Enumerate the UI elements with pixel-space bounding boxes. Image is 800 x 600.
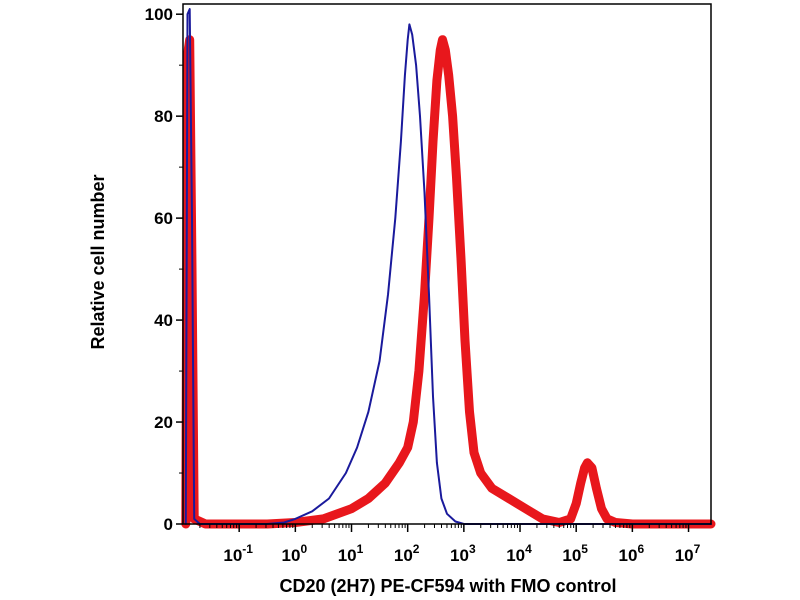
x-tick-label: 103 [450, 542, 476, 565]
x-tick-label: 101 [338, 542, 364, 565]
x-tick-label: 10-1 [223, 542, 253, 565]
y-tick-label: 40 [154, 311, 173, 330]
y-axis-title: Relative cell number [88, 174, 108, 349]
x-tick-label: 105 [562, 542, 588, 565]
x-tick-label: 106 [619, 542, 645, 565]
y-axis-ticks: 0 20 40 60 80 100 [145, 5, 183, 534]
y-tick-label: 20 [154, 413, 173, 432]
x-tick-label: 104 [506, 542, 532, 565]
x-axis-title: CD20 (2H7) PE-CF594 with FMO control [279, 576, 616, 596]
y-tick-label: 80 [154, 107, 173, 126]
y-tick-label: 0 [164, 515, 173, 534]
x-tick-label: 107 [675, 542, 701, 565]
y-tick-label: 100 [145, 5, 173, 24]
x-tick-label: 102 [394, 542, 420, 565]
series-line-2 [181, 35, 716, 529]
y-tick-label: 60 [154, 209, 173, 228]
x-tick-label: 100 [282, 542, 308, 565]
x-axis-ticks: 10-1 100 101 102 103 104 105 106 107 [199, 524, 701, 565]
plot-lines [181, 8, 716, 529]
